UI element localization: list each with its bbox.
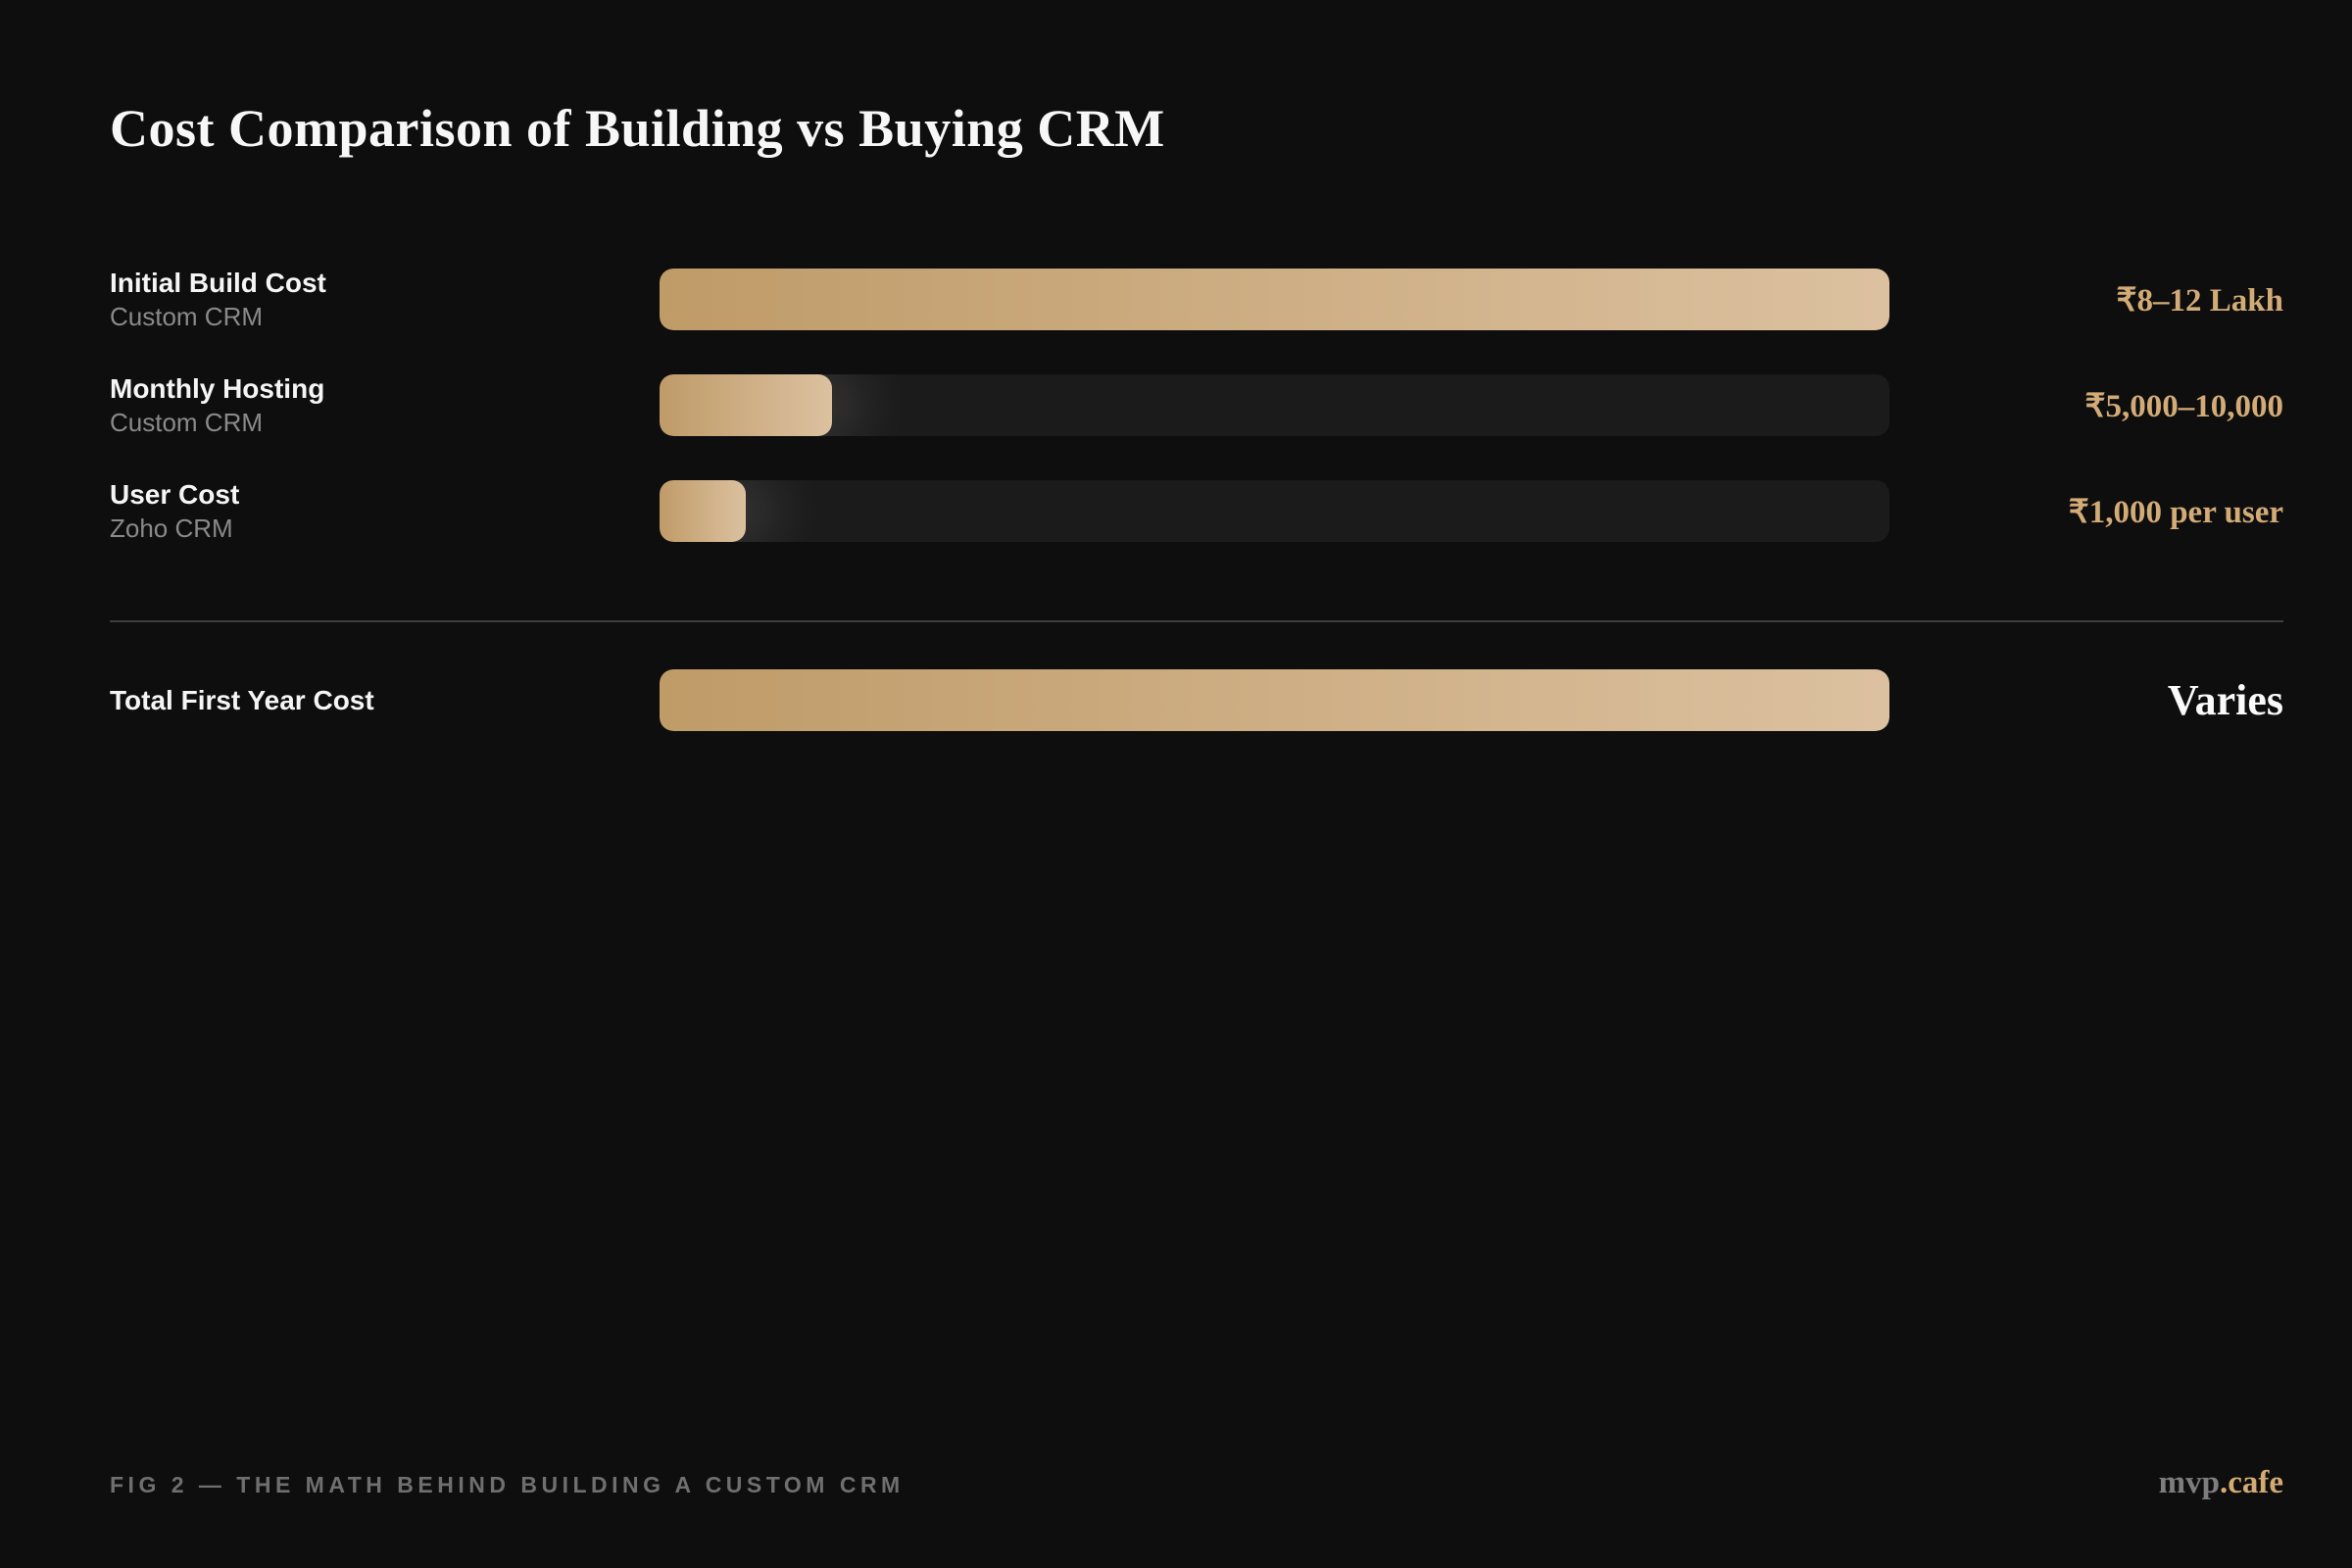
- bar-row-user-cost: User Cost Zoho CRM ₹1,000 per user: [110, 478, 2283, 544]
- total-value: Varies: [2167, 676, 2283, 724]
- bar-column: [660, 480, 1889, 542]
- bar-track: [660, 480, 1889, 542]
- total-row: Total First Year Cost Varies: [110, 669, 2283, 731]
- row-label-group: Initial Build Cost Custom CRM: [110, 267, 660, 332]
- brand-logo-suffix: .cafe: [2219, 1465, 2283, 1500]
- bar-track: [660, 269, 1889, 330]
- bar-column: [660, 374, 1889, 436]
- bar-row-initial-build-cost: Initial Build Cost Custom CRM ₹8–12 Lakh: [110, 267, 2283, 332]
- bar-row-monthly-hosting: Monthly Hosting Custom CRM ₹5,000–10,000: [110, 372, 2284, 438]
- row-label-group: Monthly Hosting Custom CRM: [110, 372, 660, 438]
- page-title: Cost Comparison of Building vs Buying CR…: [110, 99, 1165, 158]
- row-value: ₹1,000 per user: [2068, 494, 2283, 530]
- bar-chart: Initial Build Cost Custom CRM ₹8–12 Lakh…: [110, 267, 2284, 586]
- bar-fill: [660, 374, 832, 436]
- footer: FIG 2 — THE MATH BEHIND BUILDING A CUSTO…: [110, 1465, 2283, 1501]
- bar-fill: [660, 480, 746, 542]
- figure-caption: FIG 2 — THE MATH BEHIND BUILDING A CUSTO…: [110, 1472, 905, 1497]
- row-label: Initial Build Cost: [110, 267, 326, 298]
- bar-track: [660, 374, 1889, 436]
- bar-column: [660, 269, 1889, 330]
- row-value: ₹8–12 Lakh: [2116, 282, 2283, 318]
- brand-logo-prefix: mvp: [2158, 1465, 2220, 1500]
- bar-fill: [660, 669, 1889, 731]
- row-sublabel: Zoho CRM: [110, 514, 233, 544]
- brand-logo: mvp.cafe: [2159, 1465, 2283, 1501]
- bar-column: [660, 669, 1889, 731]
- total-label: Total First Year Cost: [110, 684, 374, 715]
- bar-track: [660, 669, 1889, 731]
- row-sublabel: Custom CRM: [110, 302, 264, 332]
- row-label-group: User Cost Zoho CRM: [110, 478, 660, 544]
- divider: [110, 620, 2283, 622]
- row-sublabel: Custom CRM: [110, 408, 264, 438]
- row-label: User Cost: [110, 478, 240, 510]
- bar-fill: [660, 269, 1889, 330]
- row-label: Monthly Hosting: [110, 372, 325, 404]
- row-value: ₹5,000–10,000: [2084, 388, 2284, 424]
